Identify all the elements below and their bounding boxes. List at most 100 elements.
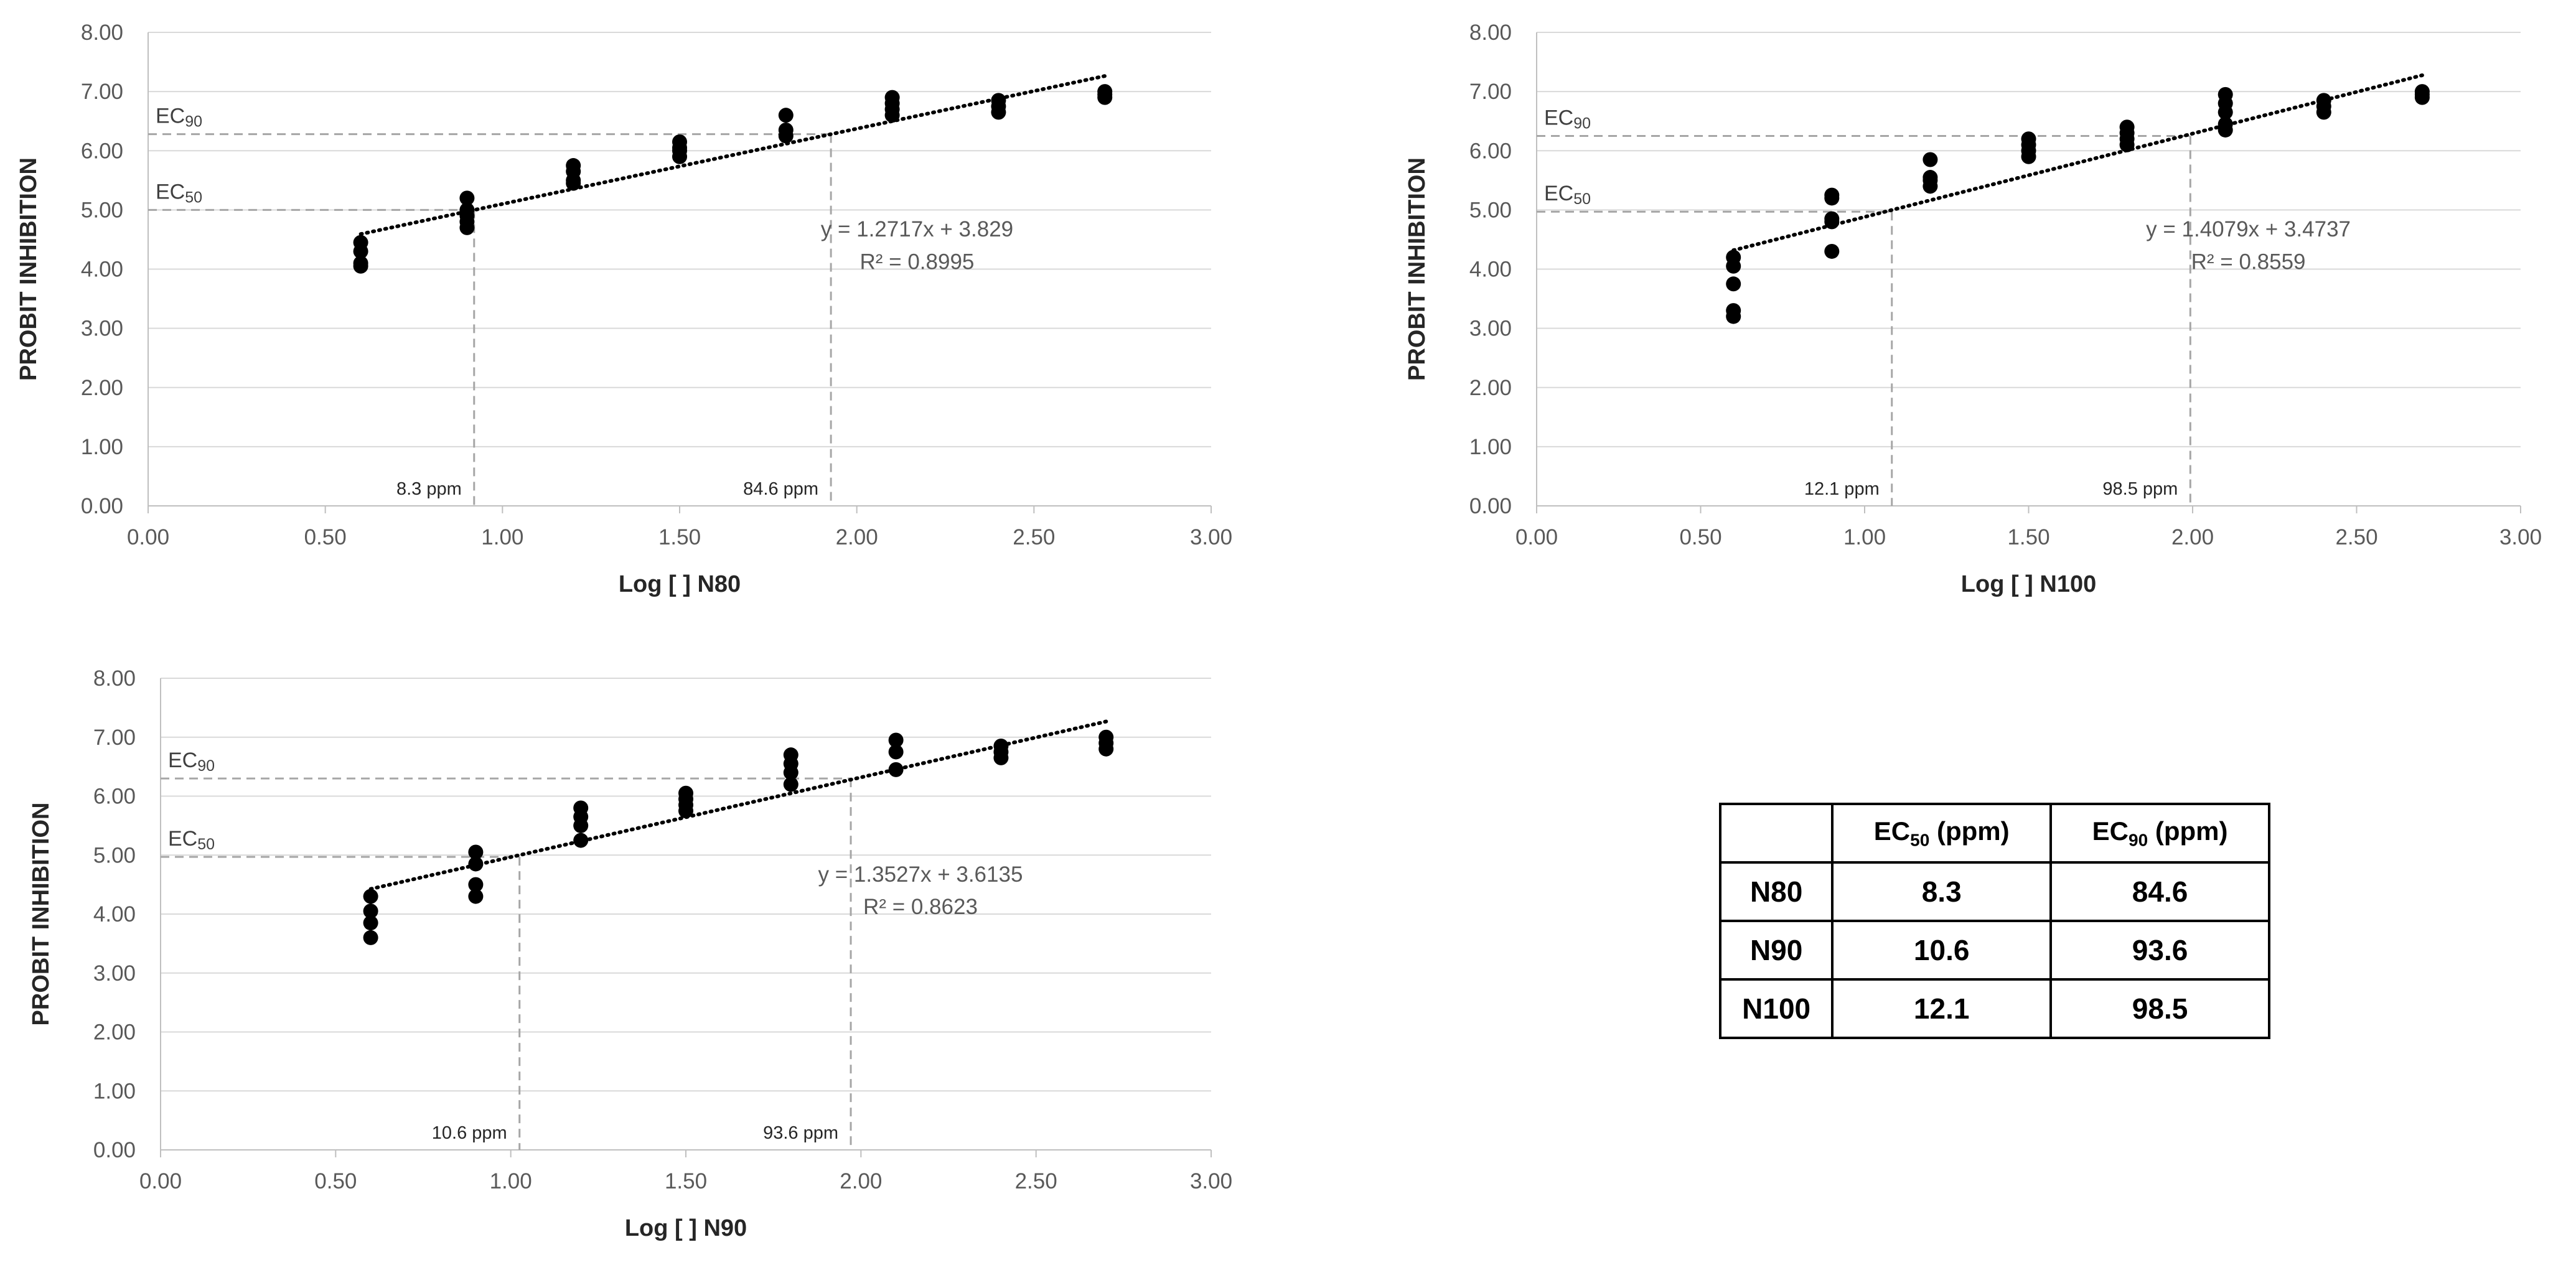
ec50-label-sub: 50	[185, 189, 202, 206]
y-tick-label: 4.00	[93, 902, 136, 927]
y-tick-label: 3.00	[93, 961, 136, 986]
x-tick-label: 0.50	[314, 1169, 357, 1193]
ec90-label: EC90	[1544, 106, 1591, 132]
data-point	[363, 889, 378, 904]
data-point	[1726, 276, 1741, 292]
data-point	[2119, 119, 2135, 135]
data-point	[884, 90, 900, 105]
data-point	[2021, 131, 2036, 147]
ec90-label-sub: 90	[1573, 114, 1591, 132]
y-tick-label: 2.00	[1469, 376, 1512, 400]
data-point	[1824, 187, 1840, 203]
data-point	[363, 903, 378, 919]
chart-n100: 0.00 1.00 2.00 3.00 4.00 5.00 6.00 7.00 8.00 0.00…	[1404, 21, 2542, 597]
ec50-header-suffix: (ppm)	[1929, 816, 2010, 846]
ec50-label-base: EC	[168, 827, 197, 851]
trendline-equation: y = 1.4079x + 3.4737	[2146, 217, 2351, 241]
ec50-label: EC50	[168, 827, 215, 853]
data-point	[778, 122, 794, 138]
data-point	[1726, 250, 1741, 265]
x-tick-label: 3.00	[1190, 525, 1232, 549]
ec50-label: EC50	[156, 180, 202, 206]
y-tick-label: 6.00	[81, 139, 123, 163]
row-label: N90	[1718, 920, 1834, 981]
row-ec50: 8.3	[1831, 861, 2053, 922]
ec50-label-sub: 50	[197, 836, 215, 853]
data-point	[573, 833, 589, 848]
data-point	[672, 134, 687, 149]
data-point	[1098, 729, 1114, 745]
data-point	[2316, 93, 2331, 108]
x-tick-label: 2.50	[2335, 525, 2377, 549]
ec90-header-suffix: (ppm)	[2148, 816, 2228, 846]
ec50-label-base: EC	[1544, 182, 1573, 205]
ec50-label-base: EC	[156, 180, 185, 203]
y-tick-label: 1.00	[93, 1079, 136, 1103]
y-tick-label: 5.00	[1469, 198, 1512, 222]
trendline-equation: y = 1.3527x + 3.6135	[818, 862, 1023, 887]
row-ec50: 10.6	[1831, 920, 2053, 981]
data-point	[459, 202, 475, 218]
y-tick-label: 0.00	[1469, 494, 1512, 518]
y-tick-label: 1.00	[81, 435, 123, 459]
y-axis-title: PROBIT INHIBITION	[28, 803, 54, 1026]
x-tick-label: 2.00	[840, 1169, 882, 1193]
x-tick-label: 1.00	[490, 1169, 532, 1193]
y-tick-label: 7.00	[1469, 80, 1512, 104]
y-tick-label: 6.00	[93, 785, 136, 809]
ec50-ppm-label: 12.1 ppm	[1804, 479, 1880, 499]
row-ec90: 93.6	[2049, 920, 2270, 981]
ec90-label-base: EC	[1544, 106, 1573, 129]
x-tick-label: 0.00	[139, 1169, 182, 1193]
data-point	[363, 930, 378, 945]
y-tick-label: 8.00	[1469, 21, 1512, 45]
chart-n80: 0.00 1.00 2.00 3.00 4.00 5.00 6.00 7.00 8.00 0.00…	[16, 21, 1232, 597]
y-axis-title: PROBIT INHIBITION	[16, 157, 42, 381]
table-header-ec50: EC50 (ppm)	[1831, 803, 2053, 864]
ec90-label-sub: 90	[185, 113, 202, 131]
ec90-label-base: EC	[168, 749, 197, 772]
data-point	[888, 762, 904, 777]
table-row: N80 8.3 84.6	[1718, 861, 2270, 922]
data-point	[468, 844, 484, 860]
data-point	[2218, 86, 2233, 102]
table-row: N100 12.1 98.5	[1718, 978, 2270, 1039]
x-tick-label: 3.00	[1190, 1169, 1232, 1193]
data-point	[678, 785, 693, 801]
r-squared-label: R² = 0.8995	[860, 250, 975, 274]
ec50-ppm-label: 10.6 ppm	[432, 1123, 507, 1143]
data-point	[783, 747, 799, 763]
row-label: N80	[1718, 861, 1834, 922]
chart-n90: 0.00 1.00 2.00 3.00 4.00 5.00 6.00 7.00 8.00 0.00…	[28, 666, 1232, 1241]
trendline	[1731, 73, 2424, 253]
x-tick-label: 1.50	[658, 525, 701, 549]
table-row: N90 10.6 93.6	[1718, 920, 2270, 981]
y-tick-label: 4.00	[1469, 258, 1512, 282]
r-squared-label: R² = 0.8623	[863, 895, 978, 919]
y-tick-label: 4.00	[81, 258, 123, 282]
y-tick-label: 6.00	[1469, 139, 1512, 163]
table-header-blank	[1718, 803, 1834, 864]
y-tick-label: 1.00	[1469, 435, 1512, 459]
ec90-ppm-label: 93.6 ppm	[763, 1123, 838, 1143]
row-ec90: 84.6	[2049, 861, 2270, 922]
data-point	[888, 732, 904, 748]
ec90-label: EC90	[156, 105, 202, 131]
x-axis-title: Log [ ] N90	[625, 1215, 747, 1241]
data-point	[353, 235, 368, 250]
data-point	[573, 800, 589, 816]
y-tick-label: 3.00	[81, 317, 123, 341]
table-header-row: EC50 (ppm) EC90 (ppm)	[1718, 803, 2270, 864]
data-point	[1923, 152, 1938, 167]
ec90-label-base: EC	[156, 105, 185, 128]
ec50-label: EC50	[1544, 182, 1591, 208]
trendline-equation: y = 1.2717x + 3.829	[821, 217, 1013, 241]
ec50-label-sub: 50	[1573, 190, 1591, 208]
y-tick-label: 3.00	[1469, 317, 1512, 341]
y-tick-label: 5.00	[81, 198, 123, 222]
x-tick-label: 1.00	[1843, 525, 1886, 549]
data-point	[1923, 170, 1938, 185]
x-axis-title: Log [ ] N100	[1961, 571, 2096, 597]
trendline	[358, 74, 1107, 236]
y-axis-title: PROBIT INHIBITION	[1404, 157, 1430, 381]
